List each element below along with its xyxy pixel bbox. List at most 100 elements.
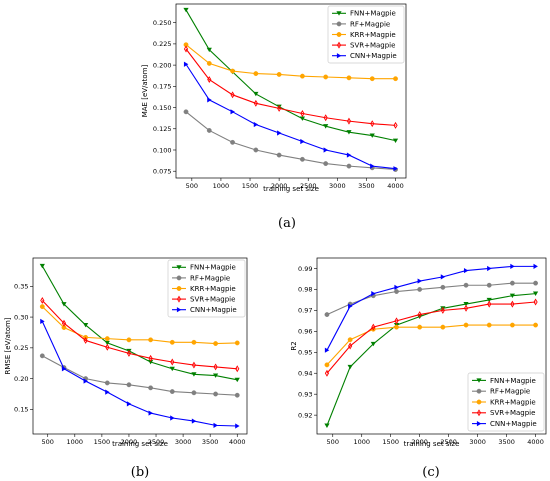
x-tick-label: 3000 <box>329 182 346 190</box>
data-point <box>253 99 258 107</box>
data-point <box>170 415 175 421</box>
data-point <box>324 362 330 368</box>
data-point <box>206 47 212 53</box>
data-point <box>61 319 67 327</box>
x-tick-label: 1000 <box>353 438 370 446</box>
panel-caption: (a) <box>278 216 296 231</box>
legend: FNN+Magpie RF+Magpie KRR+Magpie SVR+Magpie C… <box>167 259 246 318</box>
data-point <box>324 369 330 377</box>
legend-marker <box>476 399 482 405</box>
data-point <box>393 76 398 82</box>
data-point <box>463 304 469 312</box>
legend-box <box>167 259 246 318</box>
series-line <box>185 44 396 80</box>
data-point <box>369 76 375 82</box>
data-point <box>394 317 399 325</box>
legend-label: CNN+Magpie <box>190 306 237 314</box>
data-point <box>253 71 259 77</box>
series-svr-magpie <box>40 296 240 373</box>
data-point <box>370 163 375 169</box>
data-point <box>463 267 469 274</box>
data-point <box>323 124 329 129</box>
data-point <box>440 324 446 330</box>
y-tick-label: 0.175 <box>153 83 172 91</box>
data-point <box>191 390 197 396</box>
x-tick-label: 1000 <box>67 438 84 446</box>
x-axis-label: training set size <box>404 440 460 448</box>
data-point <box>532 291 539 296</box>
data-point <box>324 423 330 428</box>
data-point <box>277 104 282 112</box>
series-cnn-magpie <box>324 263 538 353</box>
data-point <box>417 311 422 319</box>
data-point <box>104 336 110 342</box>
data-point <box>191 418 197 424</box>
data-point <box>347 364 353 370</box>
data-point <box>323 147 329 153</box>
data-point <box>253 121 259 128</box>
y-tick-label: 0.25 <box>14 344 28 352</box>
data-point <box>371 291 376 297</box>
data-point <box>148 359 154 365</box>
data-point <box>347 337 353 343</box>
y-tick-label: 0.125 <box>153 125 172 133</box>
data-point <box>371 323 376 331</box>
y-tick-label: 0.30 <box>14 313 28 321</box>
legend-label: CNN+Magpie <box>350 52 397 60</box>
data-point <box>393 166 398 172</box>
series-line <box>326 301 536 374</box>
data-point <box>213 422 218 428</box>
data-point <box>509 322 515 328</box>
legend-label: SVR+Magpie <box>350 42 395 50</box>
legend-label: KRR+Magpie <box>190 285 236 293</box>
data-point <box>486 297 492 303</box>
data-point <box>440 274 446 280</box>
y-tick-label: 0.15 <box>14 406 28 414</box>
data-point <box>169 339 175 345</box>
data-point <box>370 120 375 128</box>
chart-panel-2: 500 1000 1500 2000 2500 3000 3500 4000 0.15 0.20 0… <box>4 257 248 448</box>
data-point <box>346 152 352 158</box>
x-tick-label: 1500 <box>94 438 111 446</box>
chart-panel-1: 500 1000 1500 2000 2500 3000 3500 4000 0.075 0.10… <box>141 3 407 193</box>
legend-box <box>467 372 545 432</box>
data-point <box>148 354 153 362</box>
data-point <box>39 353 45 359</box>
legend-marker <box>476 378 482 383</box>
x-axis-label: training set size <box>263 185 319 193</box>
data-point <box>213 363 218 371</box>
data-point <box>104 380 110 386</box>
data-point <box>346 75 352 81</box>
legend-label: RF+Magpie <box>190 274 230 282</box>
x-tick-label: 2500 <box>300 182 317 190</box>
data-point <box>510 300 515 308</box>
series-fnn-magpie <box>39 263 240 383</box>
data-point <box>191 361 197 369</box>
data-point <box>212 373 219 378</box>
legend-marker <box>336 41 342 49</box>
data-point <box>533 298 538 306</box>
legend: FNN+Magpie RF+Magpie KRR+Magpie SVR+Magpie C… <box>467 372 545 432</box>
legend-label: CNN+Magpie <box>490 420 537 428</box>
x-tick-label: 2000 <box>411 438 428 446</box>
x-tick-label: 1000 <box>213 182 230 190</box>
data-point <box>148 385 154 391</box>
y-axis-label: MAE [eV/atom] <box>141 64 149 117</box>
x-tick-label: 500 <box>42 438 54 446</box>
data-point <box>183 45 189 53</box>
data-point <box>230 68 235 74</box>
x-tick-label: 3500 <box>498 438 515 446</box>
data-point <box>253 91 259 97</box>
legend-marker <box>176 307 182 313</box>
data-point <box>463 302 469 307</box>
legend-label: FNN+Magpie <box>190 264 236 272</box>
data-point <box>183 61 189 67</box>
data-point <box>213 341 219 346</box>
data-point <box>83 322 89 328</box>
series-line <box>41 265 238 381</box>
data-point <box>346 117 352 125</box>
x-tick-label: 2000 <box>271 182 288 190</box>
data-point <box>369 133 375 138</box>
data-point <box>346 130 352 135</box>
x-tick-label: 3500 <box>202 438 219 446</box>
